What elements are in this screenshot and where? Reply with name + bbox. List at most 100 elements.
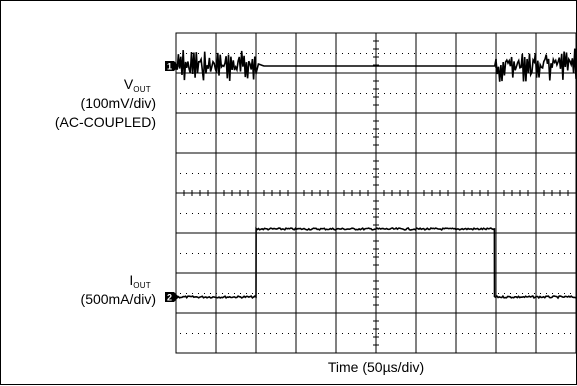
grid-dot	[396, 333, 397, 334]
grid-dot	[474, 253, 475, 254]
grid-dot	[300, 93, 301, 94]
grid-dot	[558, 93, 559, 94]
grid-dot	[450, 333, 451, 334]
grid-dot	[252, 333, 253, 334]
grid-dot	[228, 133, 229, 134]
traces	[175, 48, 577, 300]
grid-dot	[570, 333, 571, 334]
grid-dot	[450, 213, 451, 214]
grid-dot	[486, 293, 487, 294]
grid-dot	[528, 213, 529, 214]
grid-dot	[408, 213, 409, 214]
grid-dot	[528, 53, 529, 54]
grid-dot	[300, 173, 301, 174]
vout-label: VOUT	[124, 76, 151, 95]
grid-dot	[180, 253, 181, 254]
grid-dot	[564, 333, 565, 334]
grid-dot	[246, 253, 247, 254]
grid-dot	[348, 133, 349, 134]
grid-dot	[426, 133, 427, 134]
grid-dot	[498, 333, 499, 334]
grid-dot	[276, 53, 277, 54]
grid-dot	[426, 93, 427, 94]
grid-dot	[444, 253, 445, 254]
iout-name-main: I	[129, 272, 134, 288]
grid-dot	[456, 333, 457, 334]
grid-dot	[312, 53, 313, 54]
grid-dot	[282, 93, 283, 94]
grid-dot	[378, 53, 379, 54]
grid-dot	[474, 293, 475, 294]
grid-dot	[546, 213, 547, 214]
grid-dot	[276, 133, 277, 134]
grid-dot	[480, 293, 481, 294]
grid-dot	[234, 53, 235, 54]
grid-dot	[408, 133, 409, 134]
grid-dot	[420, 93, 421, 94]
grid-dot	[432, 133, 433, 134]
grid-dot	[258, 173, 259, 174]
grid-dot	[372, 333, 373, 334]
grid-dot	[306, 53, 307, 54]
grid-dot	[438, 173, 439, 174]
grid-dot	[270, 133, 271, 134]
grid-dot	[186, 53, 187, 54]
grid-dot	[192, 333, 193, 334]
grid-dot	[570, 253, 571, 254]
grid-dot	[264, 53, 265, 54]
grid-dot	[510, 93, 511, 94]
grid-dot	[468, 173, 469, 174]
grid-dot	[444, 213, 445, 214]
grid-dot	[270, 293, 271, 294]
grid-dot	[504, 93, 505, 94]
grid-dot	[402, 93, 403, 94]
grid-dot	[300, 53, 301, 54]
grid-dot	[240, 213, 241, 214]
grid-dot	[534, 293, 535, 294]
grid-dot	[258, 93, 259, 94]
grid-dot	[540, 133, 541, 134]
grid-dot	[258, 333, 259, 334]
grid-dot	[396, 213, 397, 214]
grid-dot	[324, 213, 325, 214]
grid-dot	[390, 213, 391, 214]
grid-dot	[438, 213, 439, 214]
grid-dot	[204, 133, 205, 134]
grid-dot	[366, 293, 367, 294]
grid-dot	[216, 173, 217, 174]
grid-dot	[564, 213, 565, 214]
grid-dot	[330, 173, 331, 174]
grid-dot	[192, 173, 193, 174]
grid-dot	[354, 293, 355, 294]
grid-dot	[534, 93, 535, 94]
grid-dot	[360, 173, 361, 174]
grid-dot	[378, 253, 379, 254]
grid-dot	[300, 213, 301, 214]
grid-dot	[426, 333, 427, 334]
grid-dot	[330, 213, 331, 214]
grid-dot	[492, 293, 493, 294]
grid-dot	[342, 173, 343, 174]
grid-dot	[186, 293, 187, 294]
grid-dot	[516, 173, 517, 174]
grid-dot	[180, 173, 181, 174]
grid-dot	[276, 173, 277, 174]
grid-dot	[198, 293, 199, 294]
grid-dot	[330, 133, 331, 134]
grid-dot	[342, 133, 343, 134]
grid-dot	[402, 333, 403, 334]
grid-dot	[306, 133, 307, 134]
grid-dot	[348, 293, 349, 294]
grid-dot	[276, 213, 277, 214]
grid-dot	[360, 93, 361, 94]
grid-dot	[522, 93, 523, 94]
grid-dot	[546, 53, 547, 54]
grid-dot	[288, 53, 289, 54]
grid-dot	[342, 53, 343, 54]
grid-dot	[306, 293, 307, 294]
grid-dot	[216, 213, 217, 214]
ch1-marker: 1	[165, 61, 179, 72]
grid-dot	[348, 213, 349, 214]
grid-dot	[264, 333, 265, 334]
